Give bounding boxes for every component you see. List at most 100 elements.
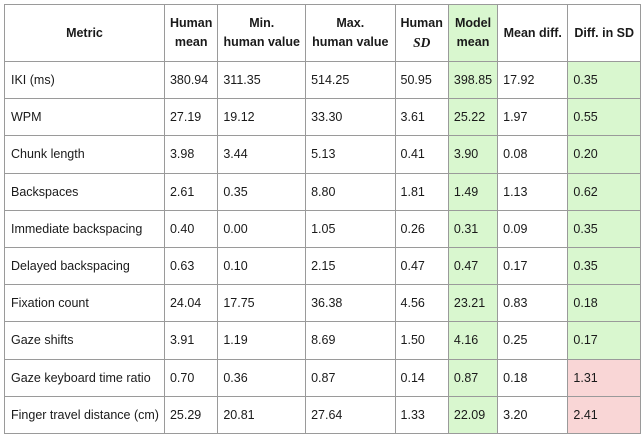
cell-max-human-value: 33.30	[305, 98, 396, 137]
cell-min-human-value: 311.35	[217, 60, 307, 100]
cell-human-sd: 0.41	[394, 135, 449, 174]
cell-human-sd: 1.33	[394, 395, 449, 434]
cell-human-sd: 1.81	[394, 172, 449, 211]
cell-model-mean: 25.22	[447, 98, 499, 137]
cell-model-mean: 0.31	[447, 209, 499, 248]
header-metric: Metric	[4, 4, 165, 62]
header-mean-diff: Mean diff.	[497, 4, 569, 62]
table-row: Finger travel distance (cm) 25.29 20.81 27.…	[4, 395, 641, 434]
cell-metric: Gaze keyboard time ratio	[4, 358, 165, 397]
cell-mean-diff: 0.09	[497, 209, 569, 248]
table-row: Delayed backspacing 0.63 0.10 2.15 0.47 0.47 0…	[4, 246, 641, 286]
cell-mean-diff: 17.92	[497, 60, 569, 100]
cell-metric: Backspaces	[4, 172, 165, 211]
cell-diff-in-sd: 0.18	[567, 284, 641, 323]
cell-mean-diff: 0.08	[497, 135, 569, 174]
cell-human-mean: 3.98	[163, 135, 219, 174]
cell-min-human-value: 0.00	[217, 209, 307, 248]
header-model-mean: Model mean	[447, 4, 499, 62]
cell-metric: Finger travel distance (cm)	[4, 395, 165, 434]
table-row: Backspaces 2.61 0.35 8.80 1.81 1.49 1.13 0.62	[4, 172, 641, 211]
cell-human-mean: 0.63	[163, 246, 219, 286]
cell-mean-diff: 0.25	[497, 321, 569, 360]
cell-mean-diff: 1.13	[497, 172, 569, 211]
table-row: Fixation count 24.04 17.75 36.38 4.56 23.21 0.…	[4, 284, 641, 323]
cell-min-human-value: 0.10	[217, 246, 307, 286]
header-row: Metric Human mean Min. human value Max. hum…	[4, 4, 641, 62]
cell-metric: Delayed backspacing	[4, 246, 165, 286]
cell-metric: Immediate backspacing	[4, 209, 165, 248]
cell-min-human-value: 20.81	[217, 395, 307, 434]
cell-human-mean: 25.29	[163, 395, 219, 434]
cell-metric: IKI (ms)	[4, 60, 165, 100]
table-row: Chunk length 3.98 3.44 5.13 0.41 3.90 0.08 0.20	[4, 135, 641, 174]
cell-max-human-value: 1.05	[305, 209, 396, 248]
cell-human-mean: 24.04	[163, 284, 219, 323]
cell-model-mean: 22.09	[447, 395, 499, 434]
cell-min-human-value: 0.36	[217, 358, 307, 397]
cell-max-human-value: 0.87	[305, 358, 396, 397]
cell-min-human-value: 3.44	[217, 135, 307, 174]
cell-diff-in-sd: 0.17	[567, 321, 641, 360]
cell-diff-in-sd: 0.55	[567, 98, 641, 137]
cell-metric: Gaze shifts	[4, 321, 165, 360]
cell-human-mean: 2.61	[163, 172, 219, 211]
cell-human-mean: 3.91	[163, 321, 219, 360]
cell-max-human-value: 8.80	[305, 172, 396, 211]
cell-min-human-value: 17.75	[217, 284, 307, 323]
table-row: Gaze shifts 3.91 1.19 8.69 1.50 4.16 0.25 0.17	[4, 321, 641, 360]
cell-human-mean: 27.19	[163, 98, 219, 137]
cell-max-human-value: 2.15	[305, 246, 396, 286]
cell-min-human-value: 0.35	[217, 172, 307, 211]
header-human-sd: Human SD	[394, 4, 449, 62]
cell-human-sd: 0.26	[394, 209, 449, 248]
cell-human-mean: 0.70	[163, 358, 219, 397]
cell-metric: Chunk length	[4, 135, 165, 174]
cell-min-human-value: 19.12	[217, 98, 307, 137]
cell-human-mean: 380.94	[163, 60, 219, 100]
cell-model-mean: 23.21	[447, 284, 499, 323]
cell-human-sd: 4.56	[394, 284, 449, 323]
cell-mean-diff: 3.20	[497, 395, 569, 434]
cell-human-mean: 0.40	[163, 209, 219, 248]
cell-diff-in-sd: 0.62	[567, 172, 641, 211]
cell-model-mean: 4.16	[447, 321, 499, 360]
cell-model-mean: 398.85	[447, 60, 499, 100]
cell-diff-in-sd: 0.35	[567, 209, 641, 248]
header-diff-in-sd: Diff. in SD	[567, 4, 641, 62]
cell-diff-in-sd: 0.35	[567, 246, 641, 286]
cell-human-sd: 1.50	[394, 321, 449, 360]
table-row: Immediate backspacing 0.40 0.00 1.05 0.26 0.3…	[4, 209, 641, 248]
cell-min-human-value: 1.19	[217, 321, 307, 360]
header-min-human-value: Min. human value	[217, 4, 307, 62]
cell-metric: WPM	[4, 98, 165, 137]
header-max-human-value: Max. human value	[305, 4, 396, 62]
cell-mean-diff: 0.18	[497, 358, 569, 397]
cell-max-human-value: 514.25	[305, 60, 396, 100]
cell-model-mean: 1.49	[447, 172, 499, 211]
cell-diff-in-sd: 0.35	[567, 60, 641, 100]
cell-max-human-value: 36.38	[305, 284, 396, 323]
cell-model-mean: 0.47	[447, 246, 499, 286]
header-human-mean: Human mean	[163, 4, 219, 62]
cell-metric: Fixation count	[4, 284, 165, 323]
cell-human-sd: 50.95	[394, 60, 449, 100]
cell-human-sd: 3.61	[394, 98, 449, 137]
cell-mean-diff: 0.83	[497, 284, 569, 323]
cell-diff-in-sd: 0.20	[567, 135, 641, 174]
table-row: Gaze keyboard time ratio 0.70 0.36 0.87 0.14…	[4, 358, 641, 397]
cell-model-mean: 3.90	[447, 135, 499, 174]
table-row: WPM 27.19 19.12 33.30 3.61 25.22 1.97 0.55	[4, 98, 641, 137]
table-row: IKI (ms) 380.94 311.35 514.25 50.95 398.85 17.…	[4, 60, 641, 100]
cell-diff-in-sd: 1.31	[567, 358, 641, 397]
cell-model-mean: 0.87	[447, 358, 499, 397]
cell-mean-diff: 0.17	[497, 246, 569, 286]
cell-diff-in-sd: 2.41	[567, 395, 641, 434]
cell-max-human-value: 5.13	[305, 135, 396, 174]
cell-human-sd: 0.47	[394, 246, 449, 286]
cell-max-human-value: 8.69	[305, 321, 396, 360]
metrics-table: Metric Human mean Min. human value Max. hum…	[4, 4, 641, 434]
cell-max-human-value: 27.64	[305, 395, 396, 434]
cell-mean-diff: 1.97	[497, 98, 569, 137]
cell-human-sd: 0.14	[394, 358, 449, 397]
